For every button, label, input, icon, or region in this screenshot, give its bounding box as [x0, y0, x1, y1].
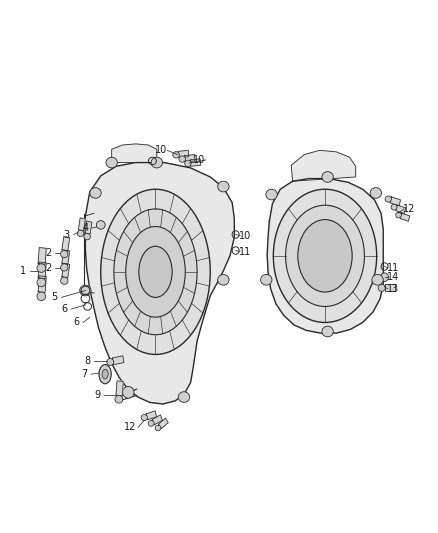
Ellipse shape	[298, 220, 352, 292]
Text: 10: 10	[193, 155, 205, 165]
Ellipse shape	[378, 284, 385, 292]
Ellipse shape	[391, 204, 397, 210]
Polygon shape	[291, 150, 356, 181]
Ellipse shape	[126, 227, 185, 317]
Text: 2: 2	[45, 263, 51, 272]
Ellipse shape	[96, 221, 105, 229]
Polygon shape	[62, 263, 70, 278]
Text: 6: 6	[62, 304, 68, 314]
Text: 8: 8	[85, 357, 91, 366]
Text: 9: 9	[94, 391, 100, 400]
Ellipse shape	[148, 421, 154, 426]
Ellipse shape	[261, 274, 272, 285]
Ellipse shape	[286, 205, 364, 306]
Polygon shape	[38, 262, 46, 279]
Ellipse shape	[106, 157, 117, 168]
Ellipse shape	[60, 277, 68, 284]
Polygon shape	[159, 418, 168, 429]
Ellipse shape	[99, 365, 111, 384]
Text: 11: 11	[387, 263, 399, 272]
Ellipse shape	[178, 392, 190, 402]
Polygon shape	[38, 247, 46, 264]
Polygon shape	[152, 415, 162, 425]
Ellipse shape	[218, 274, 229, 285]
Ellipse shape	[179, 156, 186, 163]
Ellipse shape	[102, 369, 108, 379]
Ellipse shape	[370, 188, 381, 198]
Ellipse shape	[218, 181, 229, 192]
Ellipse shape	[37, 292, 46, 301]
Polygon shape	[390, 197, 400, 206]
Polygon shape	[184, 155, 195, 162]
Ellipse shape	[151, 157, 162, 168]
Text: 6: 6	[74, 318, 80, 327]
Text: 2: 2	[45, 248, 51, 258]
Ellipse shape	[266, 189, 277, 200]
Polygon shape	[78, 218, 85, 231]
Ellipse shape	[141, 415, 148, 421]
Ellipse shape	[90, 188, 101, 198]
Ellipse shape	[173, 152, 180, 158]
Polygon shape	[113, 356, 124, 365]
Polygon shape	[267, 179, 383, 333]
Text: 1: 1	[20, 266, 26, 276]
Text: 4: 4	[82, 223, 88, 233]
Ellipse shape	[155, 425, 161, 431]
Ellipse shape	[123, 386, 134, 398]
Polygon shape	[62, 250, 70, 264]
Ellipse shape	[273, 189, 377, 322]
Ellipse shape	[322, 172, 333, 182]
Text: 10: 10	[155, 146, 167, 155]
Text: 12: 12	[403, 204, 416, 214]
Text: 7: 7	[81, 369, 87, 379]
Ellipse shape	[80, 285, 91, 296]
Polygon shape	[85, 221, 92, 234]
Ellipse shape	[381, 273, 389, 281]
Ellipse shape	[107, 359, 114, 366]
Text: 14: 14	[387, 272, 399, 282]
Ellipse shape	[139, 246, 172, 297]
Ellipse shape	[185, 160, 191, 167]
Ellipse shape	[115, 395, 123, 403]
Text: 13: 13	[387, 284, 399, 294]
Polygon shape	[112, 144, 157, 163]
Ellipse shape	[114, 209, 197, 335]
Text: 5: 5	[52, 293, 58, 302]
Ellipse shape	[322, 326, 333, 337]
Text: 11: 11	[239, 247, 251, 256]
Ellipse shape	[101, 189, 210, 354]
Ellipse shape	[77, 230, 84, 237]
Text: 3: 3	[64, 230, 70, 239]
Polygon shape	[190, 159, 201, 166]
Ellipse shape	[372, 274, 383, 285]
Polygon shape	[178, 150, 189, 158]
Ellipse shape	[37, 264, 46, 272]
Polygon shape	[38, 276, 46, 293]
Polygon shape	[62, 237, 70, 251]
Polygon shape	[85, 163, 234, 404]
Ellipse shape	[396, 212, 401, 218]
Text: 12: 12	[124, 423, 137, 432]
Polygon shape	[146, 411, 156, 420]
Polygon shape	[400, 213, 410, 221]
Ellipse shape	[60, 251, 68, 257]
Ellipse shape	[37, 278, 46, 287]
Ellipse shape	[60, 264, 68, 271]
Polygon shape	[396, 205, 406, 214]
Text: 10: 10	[239, 231, 251, 240]
Polygon shape	[385, 284, 396, 292]
Ellipse shape	[84, 233, 90, 240]
Polygon shape	[116, 381, 124, 396]
Ellipse shape	[385, 196, 392, 202]
